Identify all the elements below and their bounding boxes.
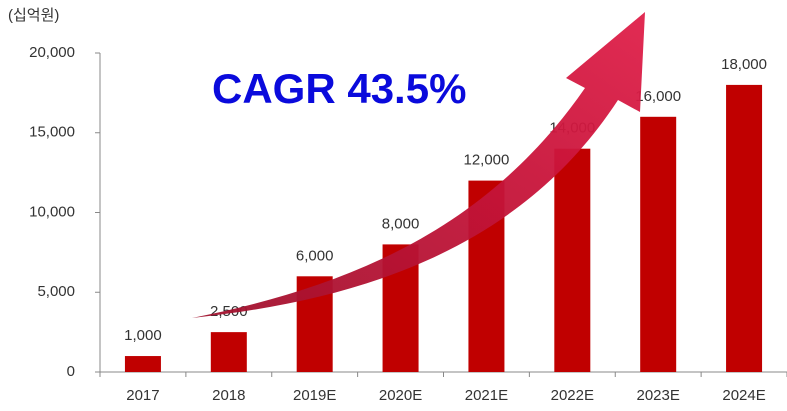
bar — [211, 332, 247, 372]
bar — [726, 85, 762, 372]
bar — [554, 149, 590, 372]
bar — [640, 117, 676, 372]
value-label: 6,000 — [296, 247, 334, 264]
x-tick-label: 2020E — [379, 387, 422, 404]
y-tick-label: 0 — [67, 363, 75, 380]
unit-label: (십억원) — [8, 7, 59, 24]
x-tick-label: 2023E — [637, 387, 680, 404]
value-label: 16,000 — [635, 88, 681, 105]
x-tick-label: 2018 — [212, 387, 245, 404]
bar — [125, 356, 161, 372]
x-tick-label: 2019E — [293, 387, 336, 404]
x-tick-label: 2017 — [126, 387, 159, 404]
y-tick-label: 20,000 — [29, 44, 75, 61]
x-tick-label: 2022E — [551, 387, 594, 404]
chart: (십억원) 0 5,000 10,000 15,000 20,000 2017 1,000 2… — [0, 0, 787, 411]
y-tick-label: 5,000 — [37, 283, 75, 300]
x-tick-label: 2024E — [722, 387, 765, 404]
x-tick-label: 2021E — [465, 387, 508, 404]
y-tick-label: 15,000 — [29, 124, 75, 141]
y-tick-label: 10,000 — [29, 203, 75, 220]
annotation: CAGR 43.5% — [212, 65, 466, 112]
value-label: 8,000 — [382, 215, 420, 232]
value-label: 18,000 — [721, 56, 767, 73]
value-label: 1,000 — [124, 327, 162, 344]
value-label: 12,000 — [463, 152, 509, 169]
